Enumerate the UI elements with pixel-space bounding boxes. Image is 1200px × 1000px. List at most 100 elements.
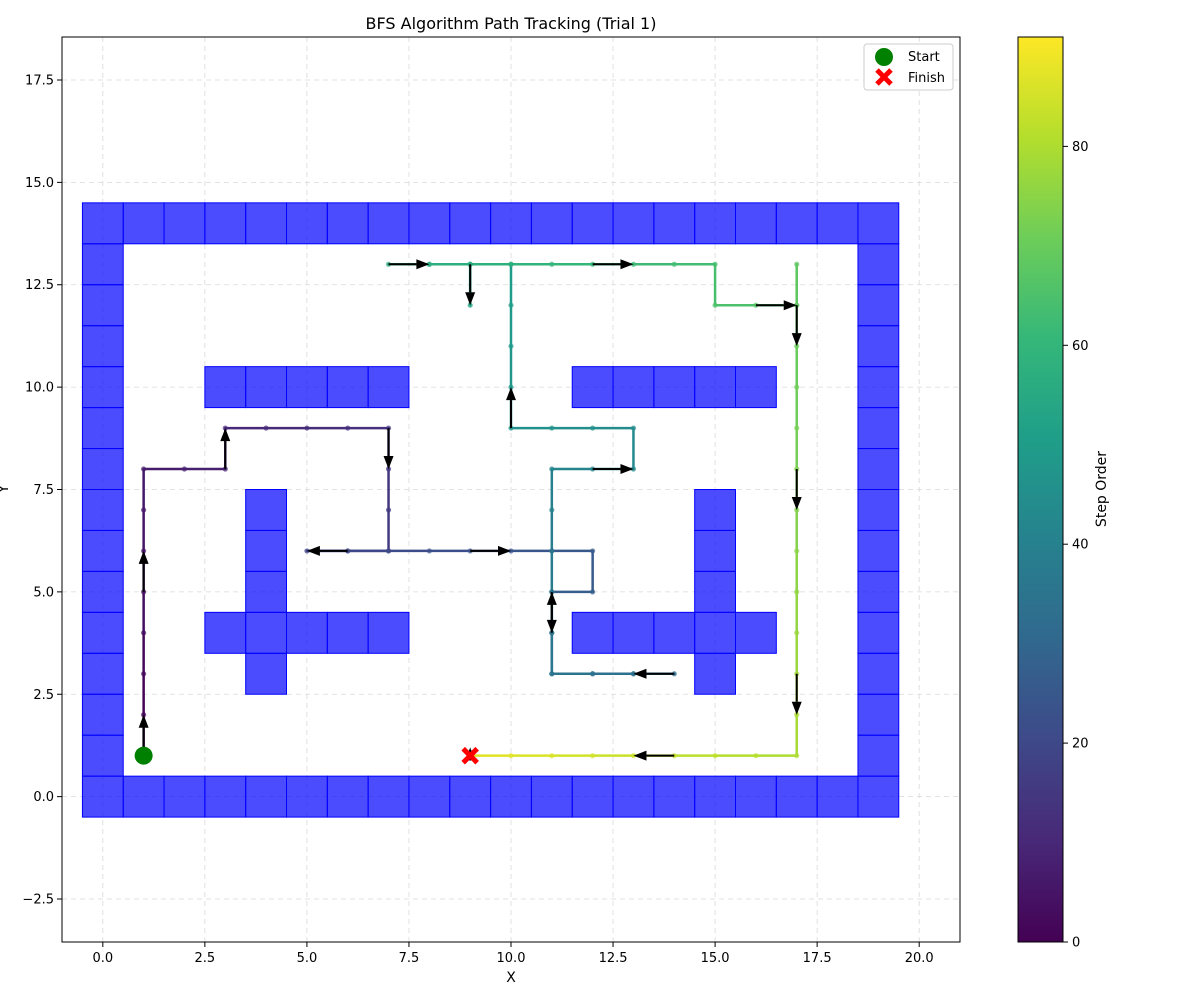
path-point <box>304 548 310 554</box>
direction-arrow <box>592 259 634 270</box>
obstacle-cell <box>857 652 900 695</box>
path-point <box>671 261 677 267</box>
y-tick-label: 15.0 <box>25 176 54 191</box>
y-tick-label: 5.0 <box>33 585 54 600</box>
obstacle-cell <box>204 366 247 409</box>
direction-arrow <box>592 464 634 475</box>
obstacle-cell <box>612 366 655 409</box>
path-point <box>508 261 514 267</box>
legend: Start Finish <box>863 43 954 91</box>
direction-arrow <box>755 300 797 311</box>
obstacle-cell <box>245 570 288 613</box>
obstacle-cell <box>857 529 900 572</box>
obstacle-cell <box>857 775 900 818</box>
x-axis-label: X <box>506 970 516 986</box>
obstacle-cell <box>326 366 369 409</box>
obstacle-cell <box>367 202 410 245</box>
x-tick-label: 20.0 <box>905 951 934 966</box>
arrow-head <box>633 750 647 761</box>
path-point <box>141 630 147 636</box>
obstacle-cell <box>326 202 369 245</box>
obstacle-cell <box>857 570 900 613</box>
arrow-head <box>138 550 149 564</box>
path-point <box>712 753 718 759</box>
x-tick-label: 15.0 <box>701 951 730 966</box>
obstacle-cell <box>81 366 124 409</box>
arrow-head <box>791 496 802 510</box>
path-point <box>549 261 555 267</box>
direction-arrow <box>138 550 149 592</box>
path-point <box>794 384 800 390</box>
direction-arrow <box>383 428 394 470</box>
obstacle-cell <box>81 734 124 777</box>
path-point <box>549 425 555 431</box>
obstacle-cell <box>775 775 818 818</box>
path-point <box>304 425 310 431</box>
path-point <box>549 671 555 677</box>
legend-start-marker <box>875 48 893 66</box>
obstacle-cell <box>857 366 900 409</box>
direction-arrow <box>220 428 231 470</box>
start-marker <box>134 746 153 765</box>
y-tick-label: 7.5 <box>33 483 54 498</box>
arrow-head <box>783 300 797 311</box>
x-tick-label: 7.5 <box>399 951 420 966</box>
obstacle-cell <box>612 775 655 818</box>
path-point <box>263 425 269 431</box>
path-point <box>590 425 596 431</box>
obstacle-cell <box>81 489 124 531</box>
direction-arrow <box>306 545 348 556</box>
direction-arrow <box>506 387 516 429</box>
path-point <box>712 261 718 267</box>
obstacle-cell <box>571 611 614 654</box>
arrow-head <box>620 259 634 270</box>
x-tick-label: 2.5 <box>195 951 216 966</box>
path-point <box>590 671 596 677</box>
path-point <box>794 261 800 267</box>
obstacle-cell <box>857 489 900 531</box>
path-point <box>549 466 555 472</box>
direction-arrow <box>791 305 802 347</box>
path-point <box>794 589 800 595</box>
colorbar-tick-label: 20 <box>1072 737 1089 752</box>
obstacle-cell <box>408 202 451 245</box>
path-point <box>794 753 800 759</box>
direction-arrow <box>791 673 802 715</box>
direction-arrow <box>633 668 675 679</box>
obstacle-cell <box>857 407 900 450</box>
obstacle-cell <box>571 775 614 818</box>
obstacle-cell <box>81 407 124 450</box>
obstacle-cell <box>694 652 737 695</box>
obstacle-cell <box>81 652 124 695</box>
obstacle-cell <box>490 202 532 245</box>
colorbar-label: Step Order <box>1094 451 1110 527</box>
x-tick-label: 17.5 <box>803 951 832 966</box>
direction-arrows <box>138 259 802 761</box>
y-tick-label: 17.5 <box>25 73 54 88</box>
legend-finish-marker <box>875 68 893 86</box>
colorbar-tick-label: 60 <box>1072 339 1089 354</box>
obstacle-cell <box>122 775 165 818</box>
obstacle-cell <box>857 448 900 490</box>
obstacle-cell <box>245 202 288 245</box>
path-point <box>549 548 555 554</box>
x-tick-label: 5.0 <box>297 951 318 966</box>
colorbar: 0 20 40 60 80 Step Order <box>1017 36 1110 951</box>
arrow-head <box>138 714 149 728</box>
obstacle-cell <box>694 489 737 531</box>
obstacle-cell <box>694 202 737 245</box>
y-tick-label: 12.5 <box>25 278 54 293</box>
obstacle-cell <box>449 202 492 245</box>
obstacle-cell <box>204 202 247 245</box>
path-point <box>590 753 596 759</box>
obstacle-cell <box>245 489 288 531</box>
arrow-head <box>220 428 231 442</box>
obstacle-cell <box>694 570 737 613</box>
x-tick-label: 0.0 <box>92 951 113 966</box>
path-point <box>141 466 147 472</box>
obstacle-cell <box>735 366 777 409</box>
obstacles <box>81 202 900 818</box>
obstacle-cell <box>204 775 247 818</box>
direction-arrow <box>388 259 430 270</box>
